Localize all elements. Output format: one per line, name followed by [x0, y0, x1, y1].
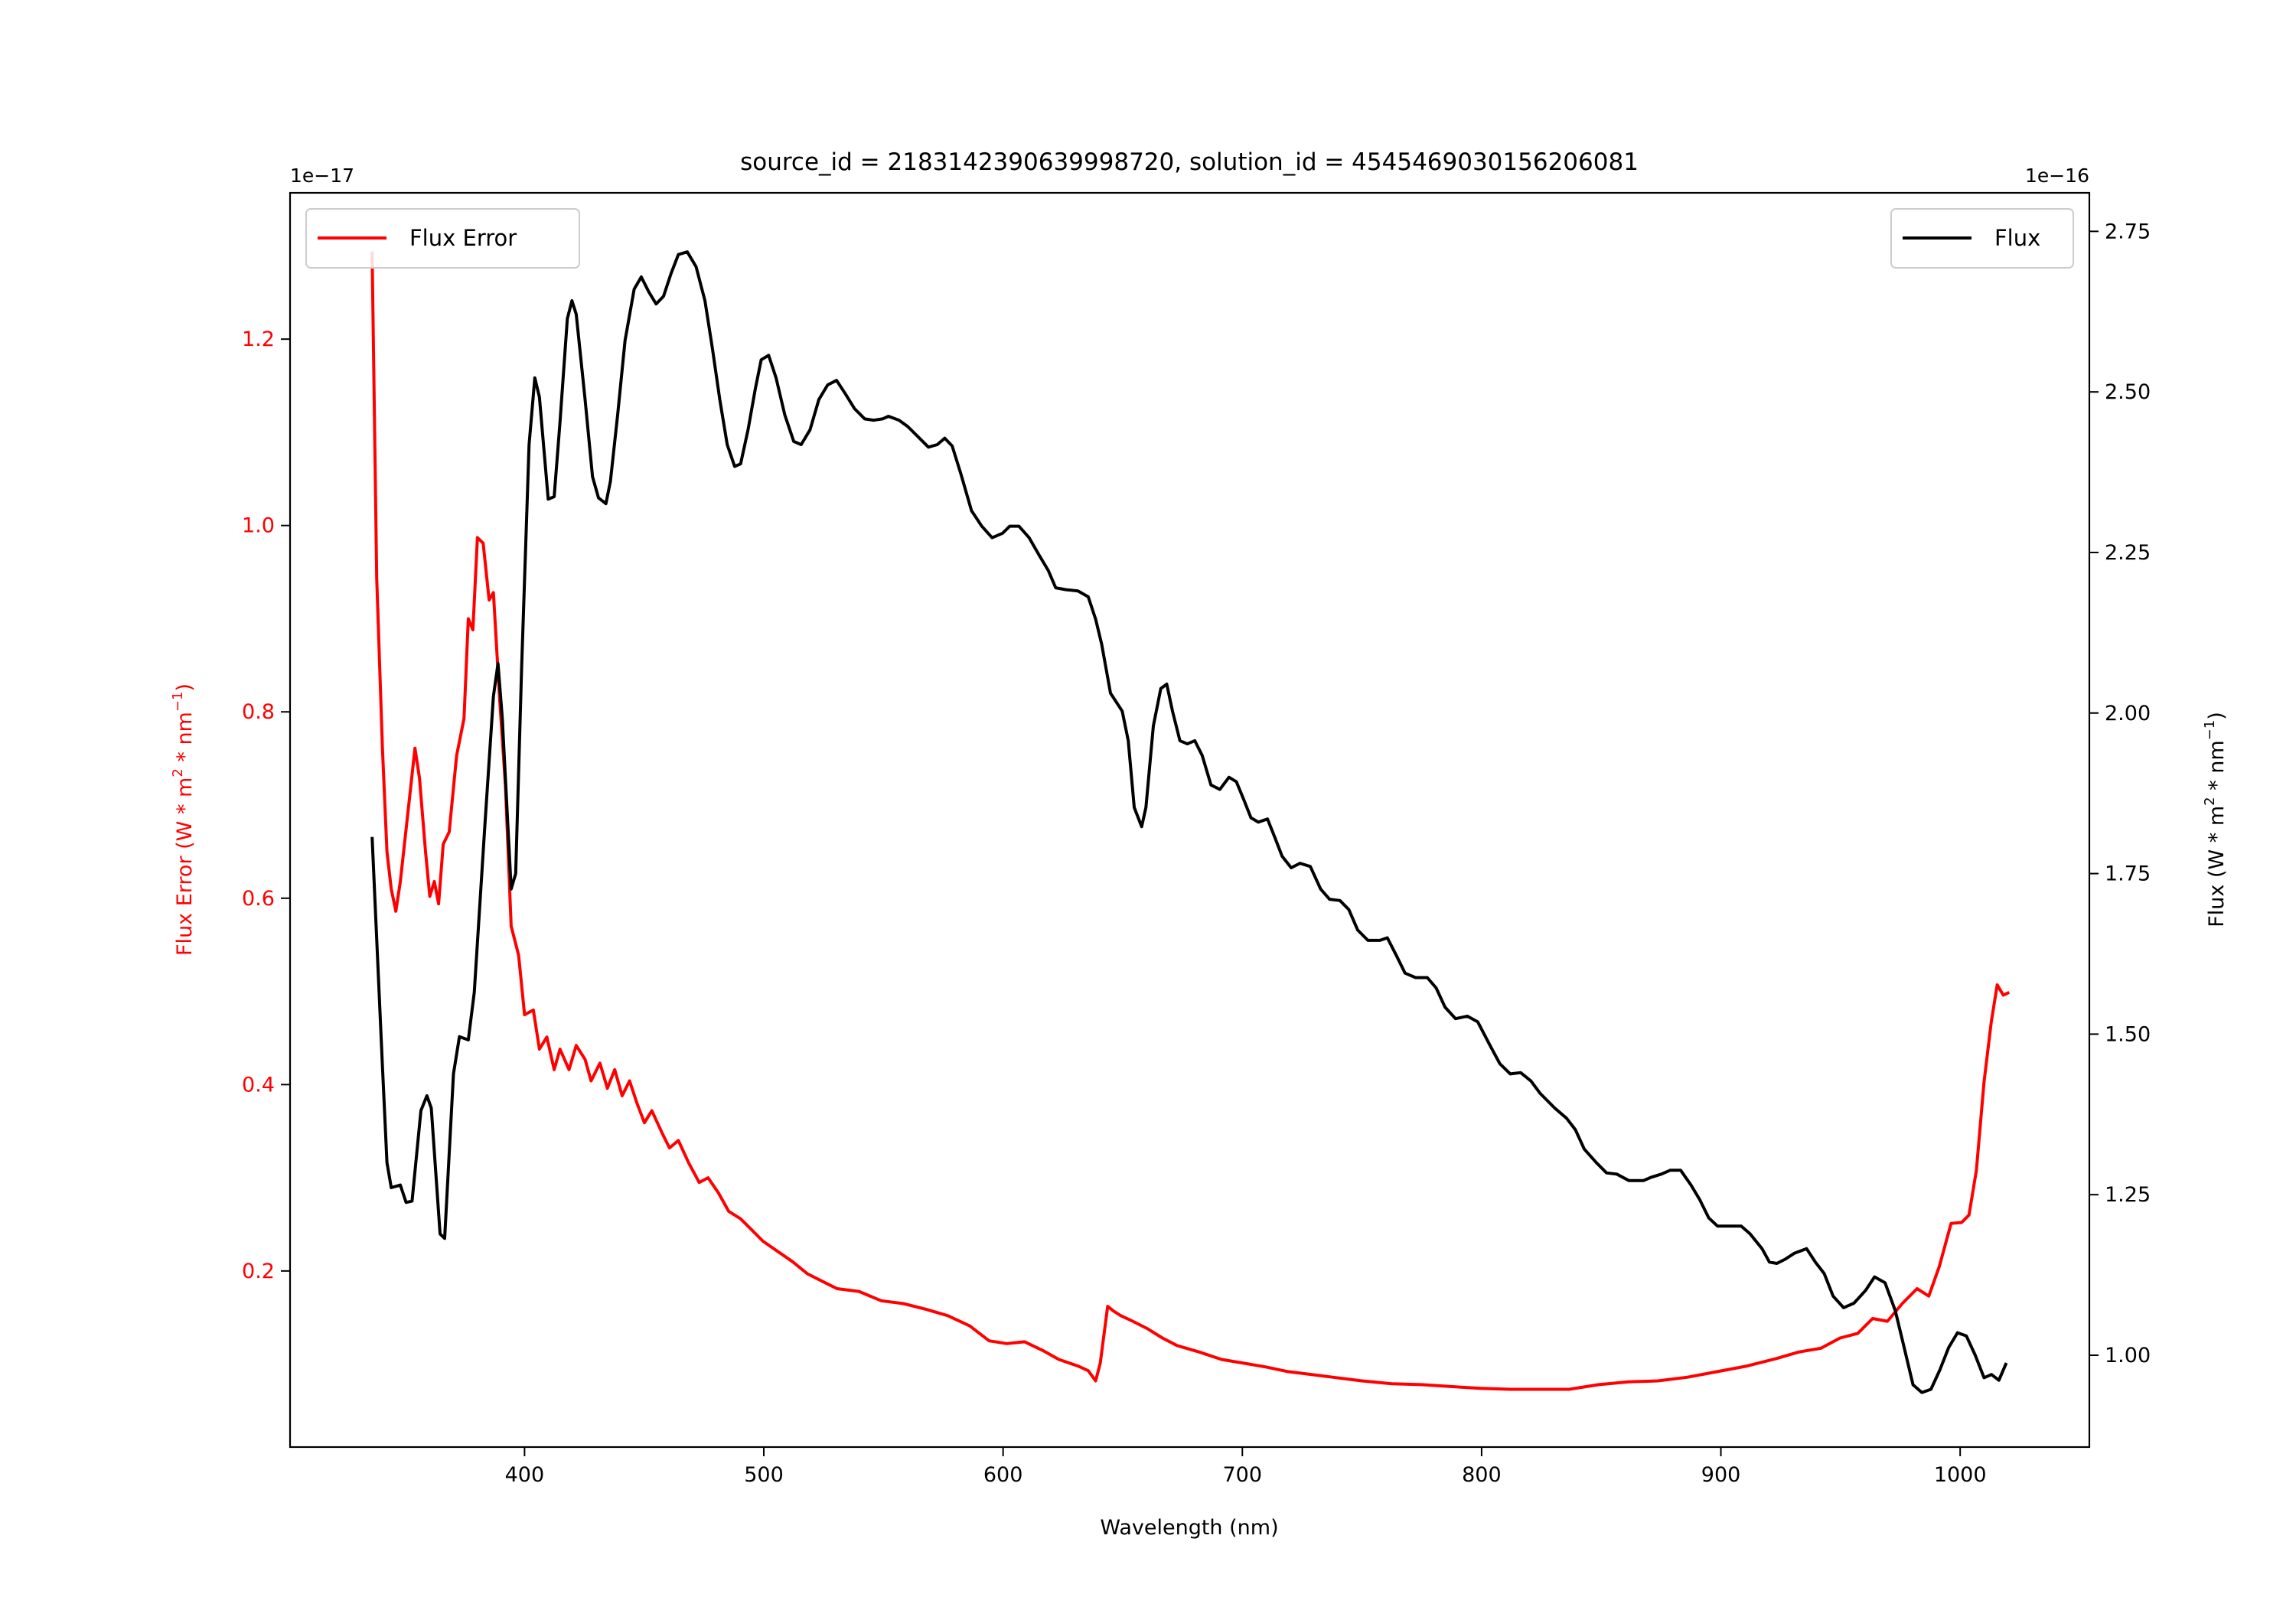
right-y-label-sup1: 2 — [2202, 797, 2218, 805]
x-tick-label: 1000 — [1934, 1463, 1987, 1487]
series-line-flux — [370, 250, 2008, 1394]
left-y-tick-label: 0.2 — [242, 1260, 275, 1283]
left-y-tick-label: 0.8 — [242, 700, 275, 724]
right-y-tick-label: 2.00 — [2105, 702, 2151, 725]
x-tick-label: 500 — [744, 1463, 784, 1487]
legend-label-flux: Flux — [1994, 225, 2040, 251]
left-axis-offset: 1e−17 — [290, 165, 354, 187]
right-axis-ticks: 1.00 1.25 1.50 1.75 2.00 2.25 2.50 2.75 — [2089, 220, 2151, 1367]
left-y-label-sup1: 2 — [170, 768, 186, 777]
x-tick-label: 900 — [1701, 1463, 1741, 1487]
x-tick-label: 700 — [1223, 1463, 1263, 1487]
right-y-tick-label: 1.75 — [2105, 862, 2151, 886]
legend-box — [305, 208, 580, 269]
right-y-tick-label: 1.25 — [2105, 1183, 2151, 1207]
right-y-label-b: * nm — [2205, 740, 2229, 797]
legend-flux: Flux — [1890, 208, 2074, 269]
legend-box — [1890, 208, 2074, 269]
x-tick-label: 800 — [1462, 1463, 1502, 1487]
left-axis-ticks: 0.2 0.4 0.6 0.8 1.0 1.2 — [242, 328, 290, 1283]
right-y-label-sup2: −1 — [2202, 720, 2218, 741]
left-y-tick-label: 0.4 — [242, 1073, 275, 1097]
left-y-label-a: Flux Error (W * m — [173, 777, 197, 956]
right-y-tick-label: 2.25 — [2105, 541, 2151, 565]
right-y-axis-label: Flux (W * m2 * nm−1) — [2202, 712, 2229, 927]
left-y-label-c: ) — [173, 683, 197, 692]
left-y-axis-label: Flux Error (W * m2 * nm−1) — [170, 683, 197, 956]
left-y-tick-label: 1.0 — [242, 514, 275, 538]
left-y-tick-label: 0.6 — [242, 887, 275, 911]
series-line-flux-error — [370, 251, 2011, 1391]
right-y-tick-label: 1.00 — [2105, 1344, 2151, 1367]
left-y-label-b: * nm — [173, 712, 197, 768]
left-y-label-sup2: −1 — [170, 692, 186, 712]
plot-lines — [370, 250, 2011, 1394]
right-y-label-c: ) — [2205, 712, 2229, 720]
right-y-label-a: Flux (W * m — [2205, 806, 2229, 927]
legend-label-flux-error: Flux Error — [409, 225, 517, 251]
x-axis-ticks: 400 500 600 700 800 900 1000 — [505, 1447, 1987, 1487]
x-tick-label: 400 — [505, 1463, 545, 1487]
legend-flux-error: Flux Error — [305, 208, 580, 269]
left-y-tick-label: 1.2 — [242, 328, 275, 351]
right-y-tick-label: 2.50 — [2105, 380, 2151, 404]
x-axis-label: Wavelength (nm) — [1100, 1516, 1278, 1540]
x-tick-label: 600 — [983, 1463, 1023, 1487]
right-y-tick-label: 1.50 — [2105, 1022, 2151, 1046]
chart-title: source_id = 2183142390639998720, solutio… — [740, 148, 1639, 176]
plot-frame — [289, 191, 2091, 1449]
right-axis-offset: 1e−16 — [2025, 165, 2089, 187]
right-y-tick-label: 2.75 — [2105, 220, 2151, 243]
